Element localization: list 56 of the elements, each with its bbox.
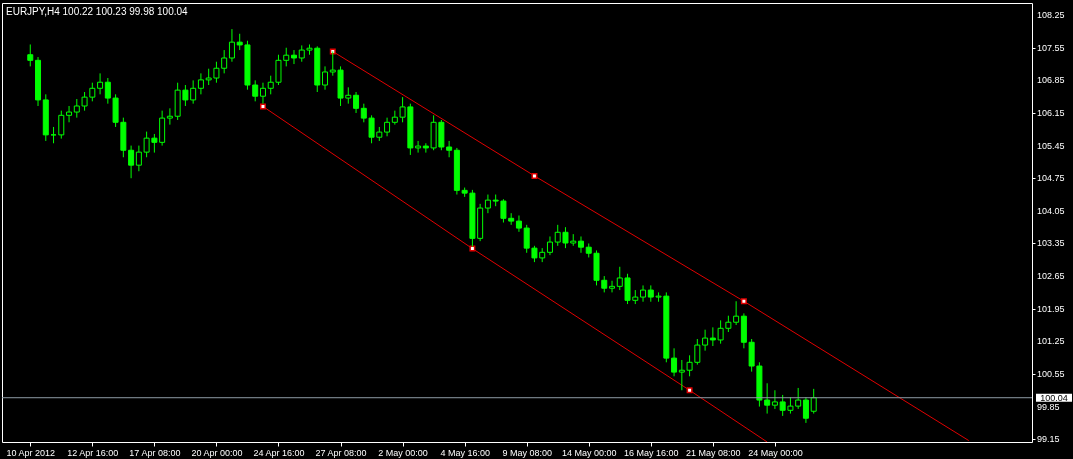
- y-tick-label: 106.15: [1037, 107, 1065, 118]
- point: [259, 103, 266, 110]
- x-tick-label: 14 May 00:00: [561, 447, 617, 458]
- y-tick-label: 102.65: [1037, 271, 1065, 282]
- x-tick-label: 20 Apr 00:00: [191, 447, 243, 458]
- y-tick-label: 103.35: [1037, 238, 1065, 249]
- y-tick-label: 100.55: [1037, 368, 1065, 379]
- x-tick-label: 27 Apr 08:00: [315, 447, 367, 458]
- chart-title: EURJPY,H4 100.22 100.23 99.98 100.04: [6, 6, 189, 17]
- x-tick-label: 24 May 00:00: [748, 447, 803, 458]
- x-tick-label: 17 Apr 08:00: [129, 447, 181, 458]
- y-tick-label: 104.75: [1037, 173, 1065, 184]
- candlestick: [702, 329, 709, 352]
- point: [686, 387, 693, 394]
- ref-line-label: 100.04: [1040, 392, 1068, 403]
- candlestick: [228, 28, 235, 63]
- x-tick-label: 16 May 16:00: [624, 447, 679, 458]
- candlestick: [802, 396, 809, 424]
- y-tick-label: 106.85: [1037, 75, 1065, 86]
- y-tick-label: 107.55: [1037, 42, 1065, 53]
- candlestick: [771, 389, 778, 410]
- candlestick: [671, 347, 678, 377]
- candlestick: [66, 105, 73, 123]
- x-tick-label: 2 May 00:00: [378, 447, 428, 458]
- x-tick-label: 21 May 08:00: [686, 447, 741, 458]
- candlestick: [353, 91, 360, 114]
- candlestick: [27, 43, 34, 67]
- candlestick: [291, 49, 297, 65]
- y-tick-label: 105.45: [1037, 140, 1065, 151]
- x-tick-label: 9 May 08:00: [502, 447, 552, 458]
- candlestick: [97, 72, 104, 95]
- candlestick: [484, 194, 491, 214]
- candlestick: [810, 388, 817, 415]
- y-tick-label: 99.85: [1037, 401, 1060, 412]
- y-tick-label: 101.95: [1037, 303, 1065, 314]
- x-tick-label: 10 Apr 2012: [6, 447, 56, 458]
- candlestick: [128, 145, 135, 179]
- candlestick: [384, 117, 391, 137]
- y-tick-label: 99.15: [1037, 434, 1060, 445]
- candlestick: [546, 235, 553, 256]
- point: [531, 172, 538, 179]
- y-tick-label: 101.25: [1037, 336, 1065, 347]
- y-tick-label: 108.25: [1037, 10, 1065, 21]
- x-tick-label: 24 Apr 16:00: [253, 447, 305, 458]
- point: [740, 298, 747, 305]
- candlestick: [640, 284, 647, 303]
- candlestick: [197, 72, 204, 95]
- x-tick-label: 4 May 16:00: [440, 447, 490, 458]
- x-tick-label: 12 Apr 16:00: [67, 447, 119, 458]
- candlestick: [577, 235, 584, 254]
- point: [469, 245, 476, 252]
- candlestick: [415, 140, 422, 154]
- candlestick: [58, 110, 65, 140]
- candlestick: [322, 65, 329, 91]
- candlestick: [609, 280, 616, 293]
- y-tick-label: 104.05: [1037, 205, 1065, 216]
